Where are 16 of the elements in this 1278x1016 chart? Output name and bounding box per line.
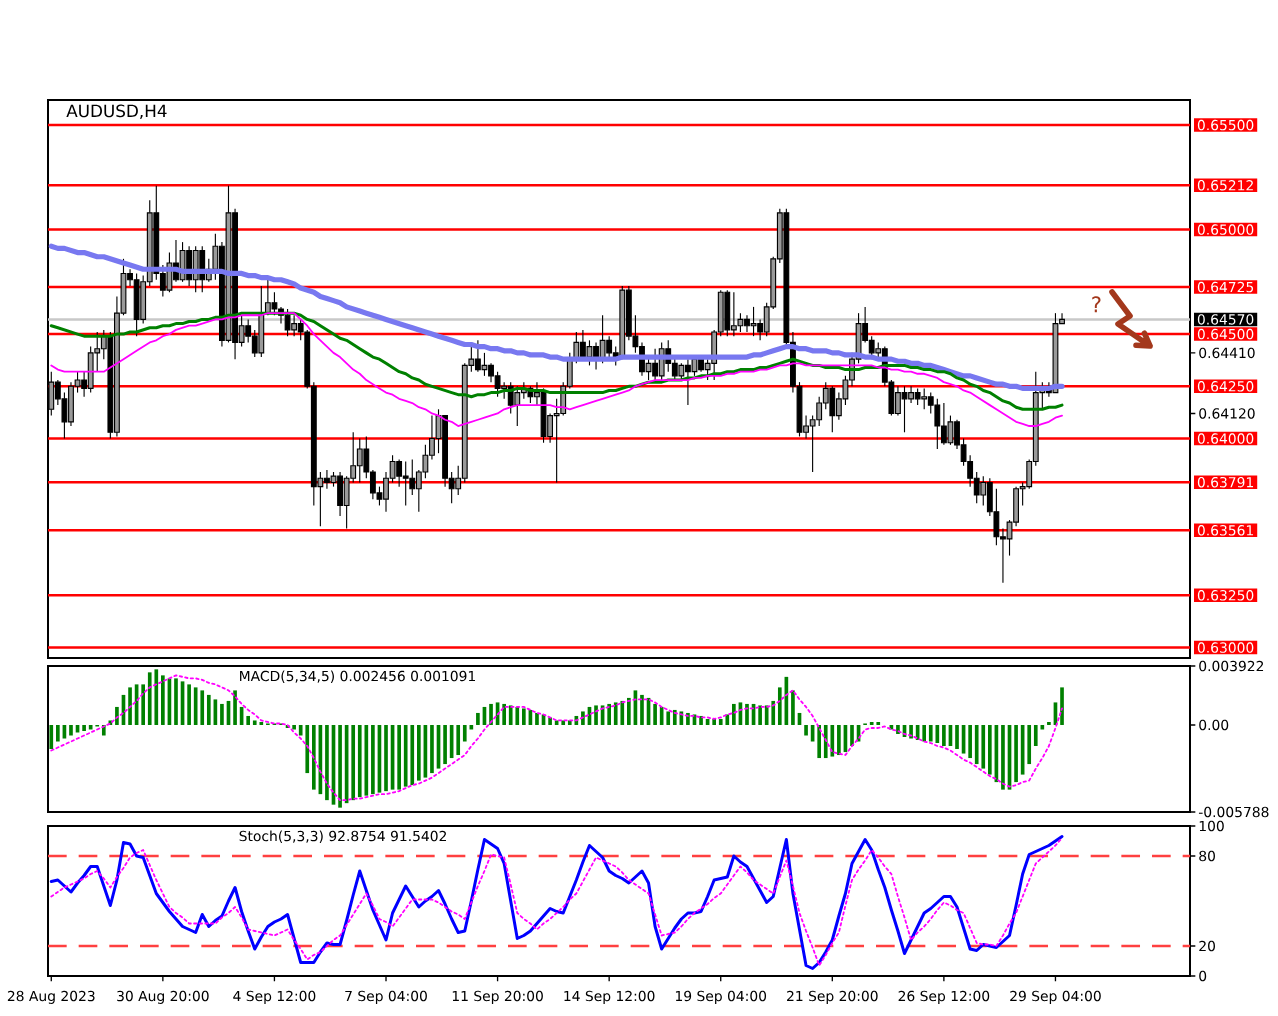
candlestick: [940, 402, 947, 446]
candlestick: [324, 469, 330, 490]
candlestick: [337, 471, 343, 517]
chart-title: AUDUSD,H4: [66, 104, 167, 119]
candlestick: [744, 314, 750, 333]
candlestick: [488, 362, 494, 383]
candlestick: [730, 291, 737, 337]
candlestick: [291, 314, 298, 337]
candlestick: [501, 381, 508, 400]
candlestick: [68, 381, 74, 427]
candlestick: [396, 458, 403, 488]
candlestick: [685, 358, 691, 406]
candlestick: [474, 339, 481, 373]
annotation: ?: [1092, 296, 1101, 313]
candlestick: [908, 385, 914, 404]
candlestick: [232, 208, 238, 360]
